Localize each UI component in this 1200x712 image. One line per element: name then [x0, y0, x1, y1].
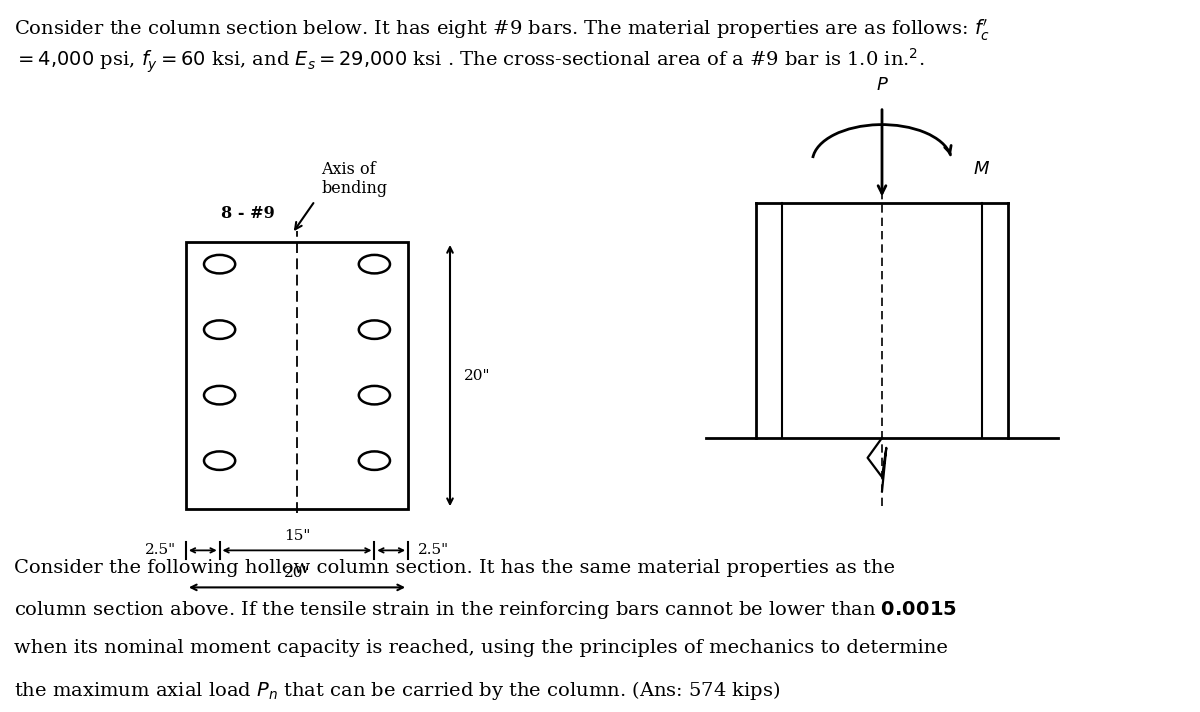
Text: 8 - #9: 8 - #9 — [221, 205, 275, 222]
Text: 2.5": 2.5" — [145, 543, 176, 557]
Text: 20": 20" — [283, 566, 311, 580]
Text: Consider the column section below. It has eight #9 bars. The material properties: Consider the column section below. It ha… — [14, 18, 990, 43]
Circle shape — [359, 320, 390, 339]
Text: 15": 15" — [284, 529, 310, 543]
Text: 20": 20" — [464, 369, 491, 382]
Circle shape — [204, 386, 235, 404]
Circle shape — [359, 386, 390, 404]
Text: $=4{,}000$ psi, $f_y = 60$ ksi, and $E_s = 29{,}000$ ksi . The cross-sectional a: $=4{,}000$ psi, $f_y = 60$ ksi, and $E_s… — [14, 46, 925, 75]
Text: the maximum axial load $P_n$ that can be carried by the column. (Ans: 574 kips): the maximum axial load $P_n$ that can be… — [14, 679, 780, 701]
Text: when its nominal moment capacity is reached, using the principles of mechanics t: when its nominal moment capacity is reac… — [14, 639, 948, 656]
Circle shape — [204, 451, 235, 470]
Bar — [186, 242, 408, 509]
Text: column section above. If the tensile strain in the reinforcing bars cannot be lo: column section above. If the tensile str… — [14, 599, 958, 621]
Circle shape — [204, 255, 235, 273]
Text: Axis of
bending: Axis of bending — [322, 161, 388, 197]
Circle shape — [359, 255, 390, 273]
Circle shape — [204, 320, 235, 339]
Text: Consider the following hollow column section. It has the same material propertie: Consider the following hollow column sec… — [14, 559, 895, 577]
Text: $M$: $M$ — [973, 159, 990, 178]
Text: $P$: $P$ — [876, 76, 888, 94]
Text: 2.5": 2.5" — [418, 543, 449, 557]
Circle shape — [359, 451, 390, 470]
